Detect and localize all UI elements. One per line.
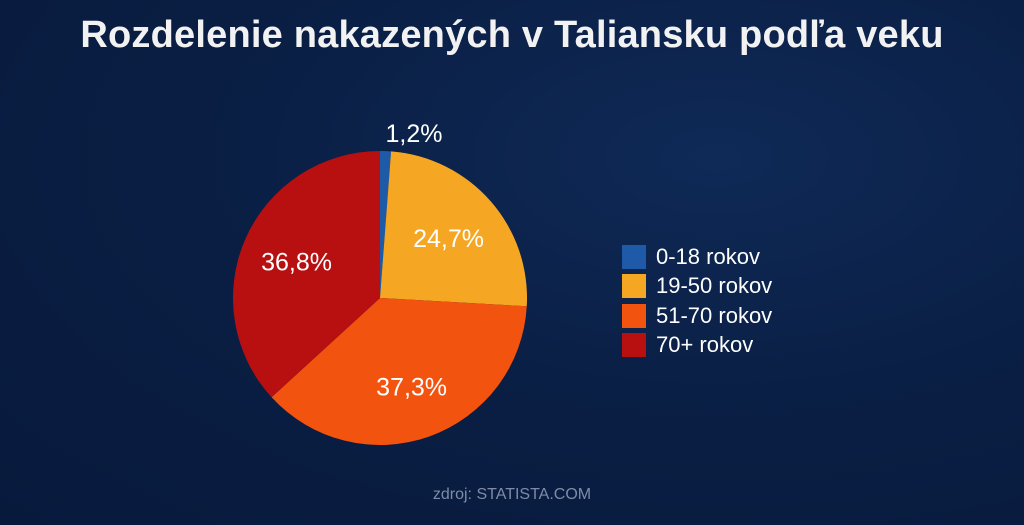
legend-item-19-50: 19-50 rokov <box>622 272 772 302</box>
pie-slice-51-70 <box>271 298 527 445</box>
legend-label-70-plus: 70+ rokov <box>656 332 754 358</box>
legend-swatch-70-plus <box>622 333 646 358</box>
slice-label-19-50: 24,7% <box>413 225 484 253</box>
legend-swatch-19-50 <box>622 274 646 299</box>
legend-item-70-plus: 70+ rokov <box>622 331 772 361</box>
legend-swatch-0-18 <box>622 244 646 269</box>
legend-label-51-70: 51-70 rokov <box>656 302 773 328</box>
legend-item-0-18: 0-18 rokov <box>622 242 772 272</box>
pie-slice-70-plus <box>232 151 380 398</box>
pie-slice-19-50 <box>380 151 527 307</box>
slice-label-51-70: 37,3% <box>376 374 447 402</box>
slice-label-0-18: 1,2% <box>386 120 443 148</box>
slice-label-70-plus: 36,8% <box>261 248 332 276</box>
pie-slice-0-18 <box>380 151 392 298</box>
legend-label-0-18: 0-18 rokov <box>656 243 760 269</box>
legend-label-19-50: 19-50 rokov <box>656 273 773 299</box>
legend-item-51-70: 51-70 rokov <box>622 301 772 331</box>
chart-legend: 0-18 rokov 19-50 rokov 51-70 rokov 70+ r… <box>622 242 772 360</box>
chart-title: Rozdelenie nakazených v Taliansku podľa … <box>80 14 944 56</box>
legend-swatch-51-70 <box>622 303 646 328</box>
source-note: zdroj: STATISTA.COM <box>432 486 592 503</box>
